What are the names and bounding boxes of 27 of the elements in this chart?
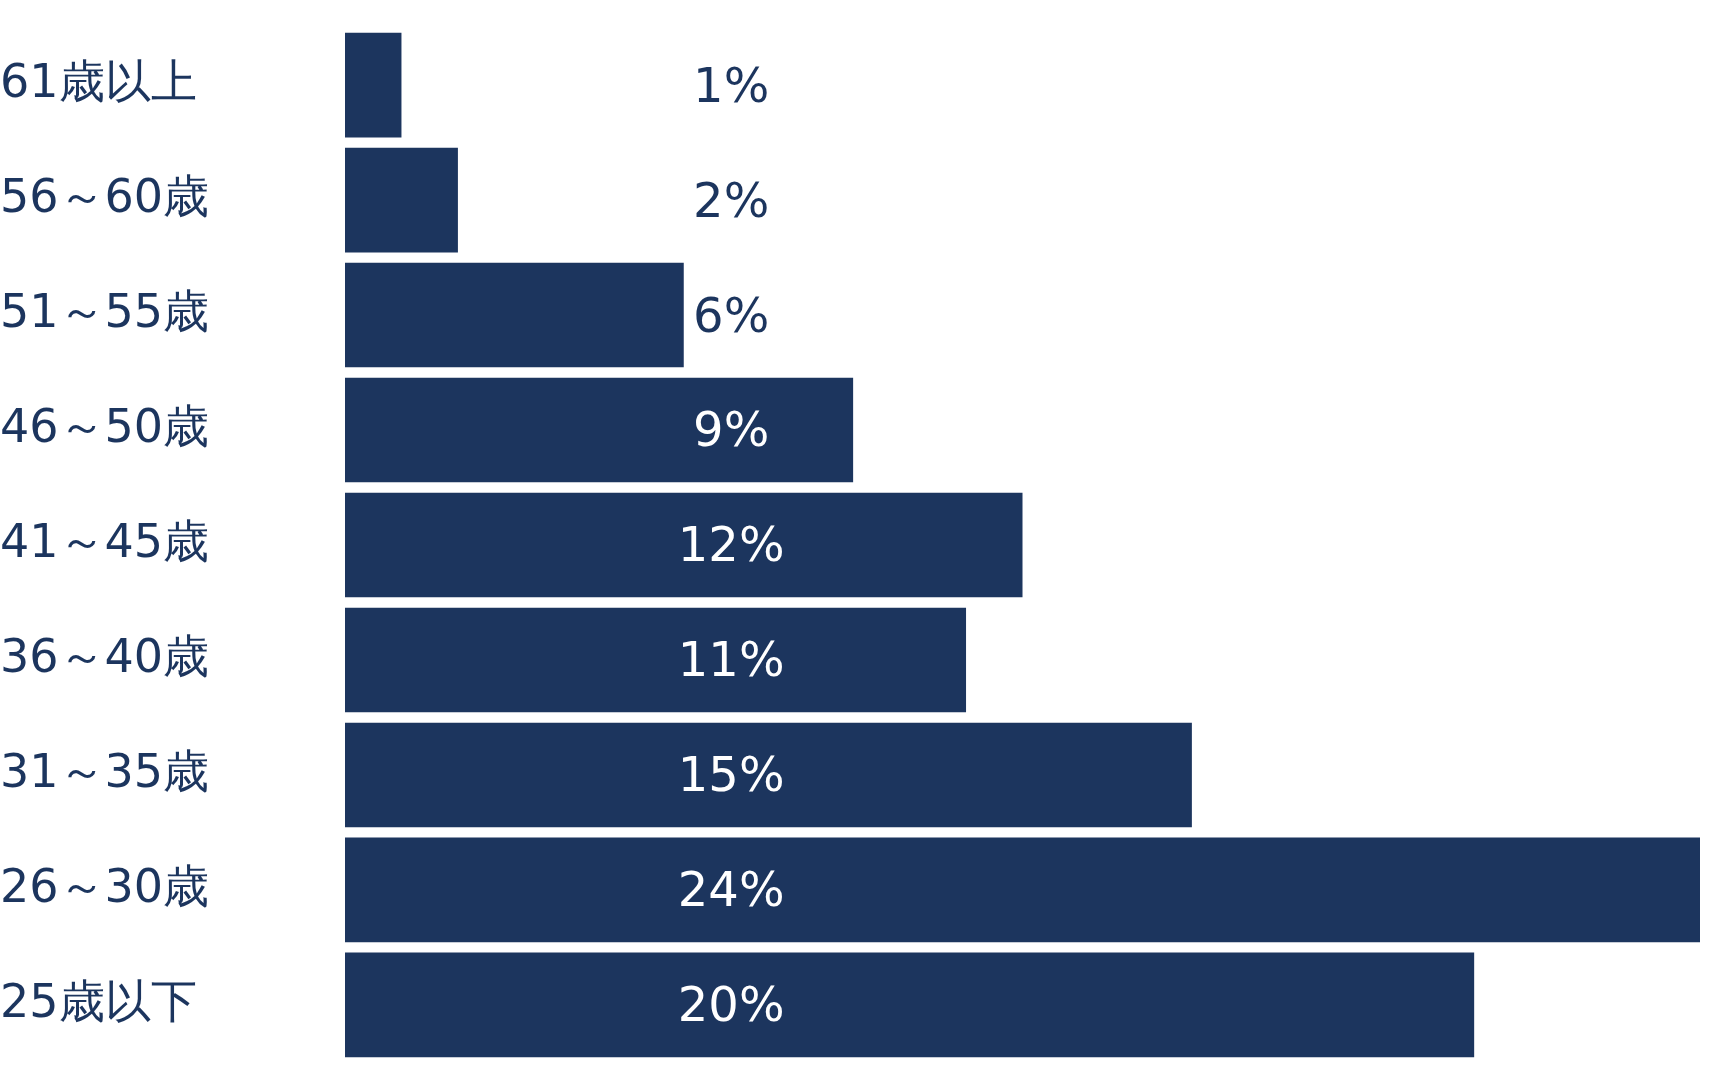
data-label: 2% <box>693 171 770 228</box>
bar <box>345 377 854 483</box>
data-label: 24% <box>677 861 785 918</box>
y-tick-label: 26～30歳 <box>0 858 210 913</box>
y-tick-label: 61歳以上 <box>0 54 197 109</box>
data-label: 9% <box>693 401 770 458</box>
y-tick-label: 31～35歳 <box>0 743 210 798</box>
bar <box>345 837 1700 943</box>
y-tick-label: 36～40歳 <box>0 628 210 683</box>
y-tick-label: 25歳以下 <box>0 973 197 1028</box>
y-tick-label: 41～45歳 <box>0 513 210 568</box>
bar <box>345 147 458 253</box>
bar <box>345 607 967 713</box>
bar <box>345 32 402 138</box>
bar <box>345 262 684 368</box>
data-label: 20% <box>677 976 785 1033</box>
data-label: 1% <box>693 56 770 113</box>
bar <box>345 492 1023 598</box>
data-label: 12% <box>677 516 785 573</box>
data-label: 6% <box>693 286 770 343</box>
data-label: 11% <box>677 631 785 688</box>
bar <box>345 952 1475 1058</box>
y-tick-label: 46～50歳 <box>0 398 210 453</box>
y-tick-label: 51～55歳 <box>0 284 210 338</box>
bar <box>345 722 1192 828</box>
y-tick-label: 56～60歳 <box>0 169 210 224</box>
data-label: 15% <box>677 746 785 803</box>
